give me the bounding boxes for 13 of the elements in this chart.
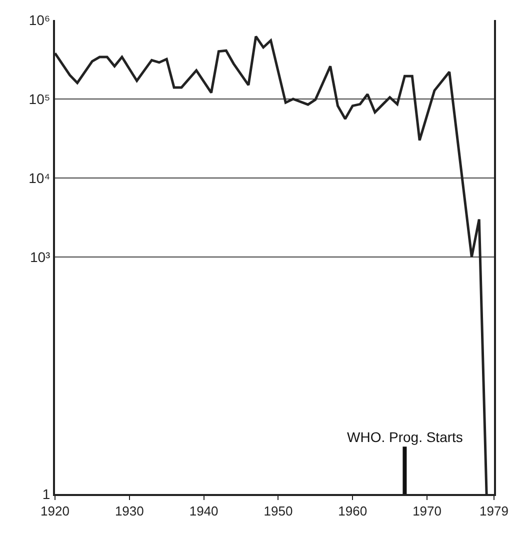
y-tick-label: 10⁴ (28, 170, 50, 186)
x-tick-label: 1960 (338, 504, 368, 519)
ref-line-label: WHO. Prog. Starts (347, 429, 463, 445)
x-tick-label: 1979 (480, 504, 508, 519)
y-tick-label: 10³ (30, 248, 51, 265)
y-tick-label: 10⁶ (28, 12, 50, 28)
x-tick-label: 1950 (264, 504, 293, 519)
x-tick-label: 1920 (40, 504, 70, 519)
x-tick-label: 1940 (189, 504, 218, 519)
x-tick-label: 1970 (412, 504, 442, 519)
x-tick-label: 1930 (114, 504, 144, 519)
y-tick-label: 10⁵ (28, 90, 50, 107)
y-tick-label: 1 (42, 486, 50, 502)
